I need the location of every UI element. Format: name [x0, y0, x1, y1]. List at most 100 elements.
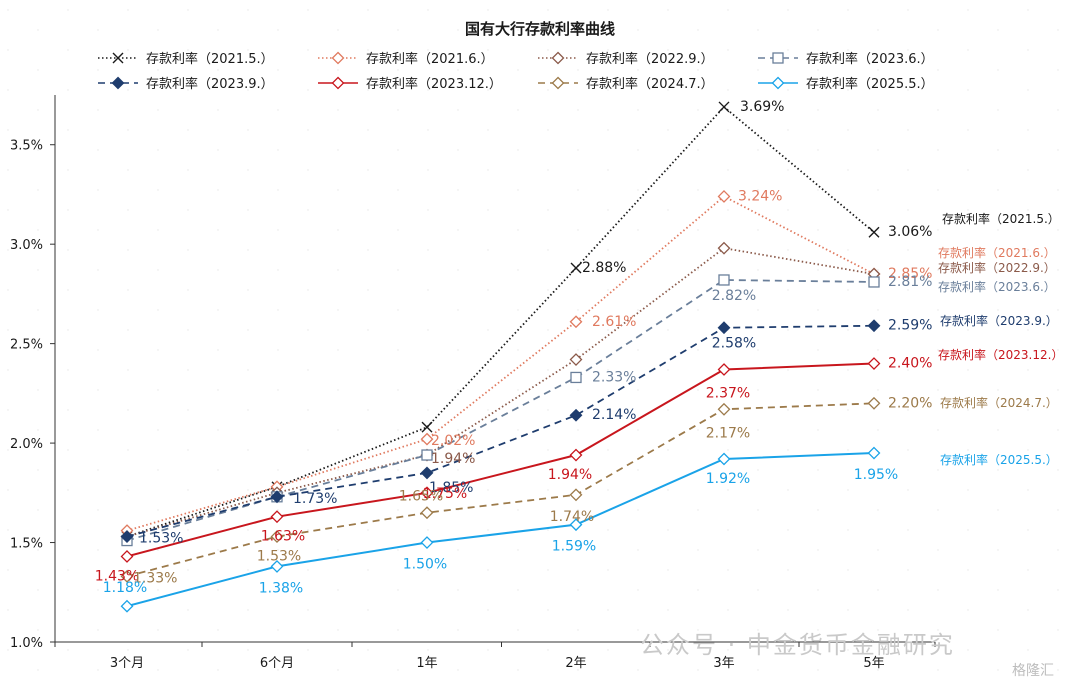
right-series-labels: 存款利率（2021.5.） 存款利率（2021.6.）存款利率（2022.9.） 存…: [938, 211, 1063, 467]
legend-item: 存款利率（2023.6.）: [758, 51, 934, 67]
marker-diamond-shape: [867, 357, 881, 370]
data-point: [569, 353, 583, 366]
y-tick-label: 2.0%: [10, 437, 43, 452]
data-point: [421, 449, 433, 461]
watermark-corner: 格隆汇: [1012, 663, 1054, 679]
marker-diamond-shape: [120, 569, 134, 583]
marker-diamond-shape: [717, 190, 731, 203]
data-point: [717, 241, 731, 255]
data-label: 1.33%: [133, 570, 177, 586]
data-label: 1.74%: [550, 509, 594, 525]
legend-item: 存款利率（2021.5.）: [98, 51, 274, 67]
right-series-label: 存款利率（2023.6.）: [938, 279, 1056, 294]
data-point: [569, 488, 583, 502]
right-series-label: 存款利率（2022.9.）: [938, 260, 1056, 275]
marker-x-shape: [868, 226, 880, 238]
data-point: [569, 518, 583, 532]
data-label: 1.53%: [257, 549, 301, 565]
data-label: 1.50%: [403, 557, 447, 573]
marker-diamond-shape: [551, 51, 565, 65]
marker-diamond-shape: [569, 353, 583, 366]
data-label: 2.20%: [888, 395, 932, 411]
data-label: 2.81%: [888, 274, 932, 290]
marker-square-shape: [421, 449, 433, 461]
y-tick-label: 2.5%: [10, 338, 43, 353]
data-point: [867, 396, 881, 410]
watermark-text: 公众号 · 中金货币金融研究: [640, 631, 955, 659]
marker-diamond-shape: [331, 76, 345, 90]
data-point: [420, 536, 434, 549]
data-label: 1.63%: [261, 529, 305, 545]
series-line: [126, 402, 875, 578]
legend-marker: [331, 76, 345, 90]
data-label: 3.69%: [740, 99, 784, 115]
axes: 1.0% 1.5% 2.0% 2.5% 3.0% 3.5% 3个月 6个月 1年 2年 3年 5年: [10, 95, 936, 671]
data-label: 1.94%: [548, 467, 592, 483]
x-tick-label: 6个月: [260, 656, 294, 671]
data-point: [420, 432, 434, 446]
marker-diamond-shape: [420, 486, 434, 500]
data-label: 2.33%: [592, 369, 636, 385]
data-point: [569, 448, 583, 462]
legend-marker: [551, 51, 565, 65]
data-point: [867, 357, 881, 370]
data-point: [717, 363, 731, 376]
series-6: [120, 396, 881, 583]
marker-diamond-shape: [867, 396, 881, 410]
data-point: [868, 276, 880, 288]
data-point: [718, 101, 730, 113]
data-label: 1.95%: [854, 467, 898, 483]
legend-label: 存款利率（2021.6.）: [366, 51, 494, 67]
data-point: [717, 321, 731, 335]
legend-marker: [771, 76, 785, 90]
data-label: 2.14%: [592, 407, 636, 423]
marker-diamond-shape: [717, 363, 731, 376]
marker-diamond-shape: [111, 76, 125, 90]
marker-diamond-shape: [331, 51, 345, 65]
marker-diamond-shape: [420, 536, 434, 549]
data-point: [120, 530, 134, 543]
x-tick-label: 3年: [713, 656, 734, 671]
data-point: [717, 402, 731, 416]
right-series-label: 存款利率（2023.9.）: [940, 313, 1058, 328]
legend-item: 存款利率（2023.12.）: [318, 76, 502, 92]
marker-diamond-shape: [270, 559, 284, 573]
data-point: [718, 274, 730, 286]
data-point: [270, 559, 284, 573]
data-point: [717, 190, 731, 203]
marker-diamond-shape: [120, 530, 134, 543]
data-point: [420, 486, 434, 500]
marker-diamond-shape: [420, 506, 434, 520]
marker-diamond-shape: [270, 530, 284, 543]
data-point: [569, 408, 583, 422]
y-tick-label: 1.5%: [10, 537, 43, 552]
series-7: [120, 446, 881, 613]
data-label: 2.88%: [582, 260, 626, 276]
series-layer: [120, 101, 881, 613]
series-5: [120, 357, 881, 563]
x-tick-label: 2年: [565, 656, 586, 671]
data-label: 2.40%: [888, 356, 932, 372]
data-label: 2.82%: [712, 288, 756, 304]
series-line: [126, 362, 875, 558]
marker-diamond-shape: [771, 76, 785, 90]
series-line: [126, 195, 875, 532]
data-point: [270, 490, 284, 504]
legend-marker: [331, 51, 345, 65]
legend-item: 存款利率（2022.9.）: [538, 51, 714, 67]
data-label: 1.75%: [423, 486, 467, 502]
series-line: [126, 452, 875, 608]
data-label: 1.53%: [139, 531, 183, 547]
marker-square-shape: [570, 371, 582, 384]
marker-diamond-shape: [120, 599, 134, 613]
data-label: 2.58%: [712, 336, 756, 352]
data-label: 1.43%: [95, 568, 139, 584]
marker-diamond-shape: [569, 315, 583, 329]
data-label: 2.02%: [431, 433, 475, 449]
legend-label: 存款利率（2023.12.）: [366, 76, 502, 92]
data-label: 1.73%: [293, 491, 337, 507]
y-tick-label: 3.5%: [10, 139, 43, 154]
data-point: [867, 446, 881, 460]
marker-diamond-shape: [717, 452, 731, 466]
data-label: 1.92%: [706, 471, 750, 487]
